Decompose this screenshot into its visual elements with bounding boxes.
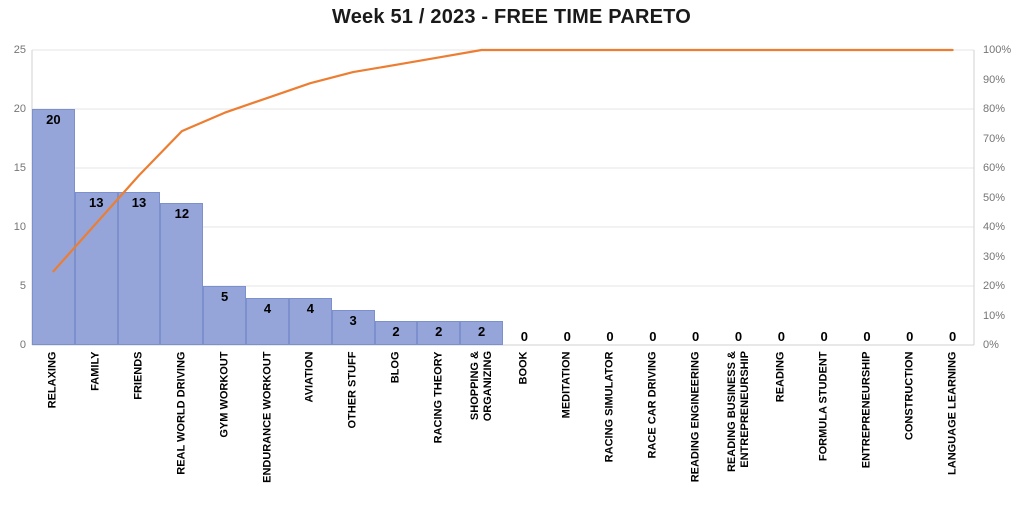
pct-axis-tick-label: 90% (983, 73, 1006, 86)
bar (246, 297, 289, 345)
pct-axis-tick-label: 100% (983, 44, 1012, 56)
bar (117, 191, 161, 345)
y-axis-tick-label: 25 (13, 44, 26, 56)
bar-value-label: 0 (906, 329, 914, 344)
pct-axis-tick-label: 0% (983, 339, 999, 351)
bar-value-label: 2 (392, 324, 400, 340)
bar-value-label: 12 (174, 206, 190, 222)
bar-value-label: 0 (520, 329, 529, 344)
y-axis-tick-label: 20 (13, 103, 26, 115)
bar-value-label: 0 (649, 329, 657, 344)
bar (288, 297, 332, 345)
bar-value-label: 2 (435, 324, 443, 340)
bar-value-label: 0 (948, 329, 957, 344)
y-axis-tick-label: 10 (13, 221, 26, 233)
pct-axis-tick-label: 80% (983, 103, 1006, 115)
bar (417, 321, 461, 345)
chart-title: Week 51 / 2023 - FREE TIME PARETO (332, 6, 691, 28)
bar-value-label: 20 (46, 112, 61, 127)
bar-value-label: 4 (306, 300, 314, 316)
cumulative-line (52, 48, 954, 273)
bar-value-label: 0 (606, 329, 614, 344)
bar (32, 109, 75, 345)
bar-value-label: 3 (349, 312, 357, 328)
pct-axis-tick-label: 30% (983, 250, 1006, 263)
bar (203, 286, 247, 345)
y-axis-tick-label: 5 (19, 280, 26, 292)
pct-axis-tick-label: 70% (983, 132, 1006, 145)
bar-value-label: 0 (734, 329, 743, 344)
pct-axis-tick-label: 20% (983, 280, 1006, 292)
bar (74, 191, 118, 345)
pct-axis-tick-label: 40% (983, 221, 1006, 233)
bar-value-label: 0 (563, 329, 571, 344)
pct-axis-tick-label: 10% (983, 309, 1006, 322)
bar-value-label: 5 (221, 289, 229, 304)
bar-value-label: 13 (131, 194, 147, 210)
bar-value-label: 0 (777, 329, 785, 344)
bar (374, 321, 418, 345)
bar-value-label: 0 (692, 329, 700, 344)
bar-value-label: 4 (263, 300, 272, 316)
y-axis-tick-label: 15 (13, 162, 26, 174)
bar (460, 321, 503, 345)
pct-axis-tick-label: 60% (983, 162, 1006, 174)
pct-axis-tick-label: 50% (983, 191, 1006, 204)
bar-value-label: 0 (863, 329, 871, 344)
y-axis-tick-label: 0 (19, 339, 26, 351)
bar (160, 203, 204, 345)
bar-value-label: 2 (477, 324, 486, 340)
bar-value-label: 0 (820, 329, 828, 344)
bar (331, 309, 375, 345)
bar-value-label: 13 (88, 194, 104, 210)
